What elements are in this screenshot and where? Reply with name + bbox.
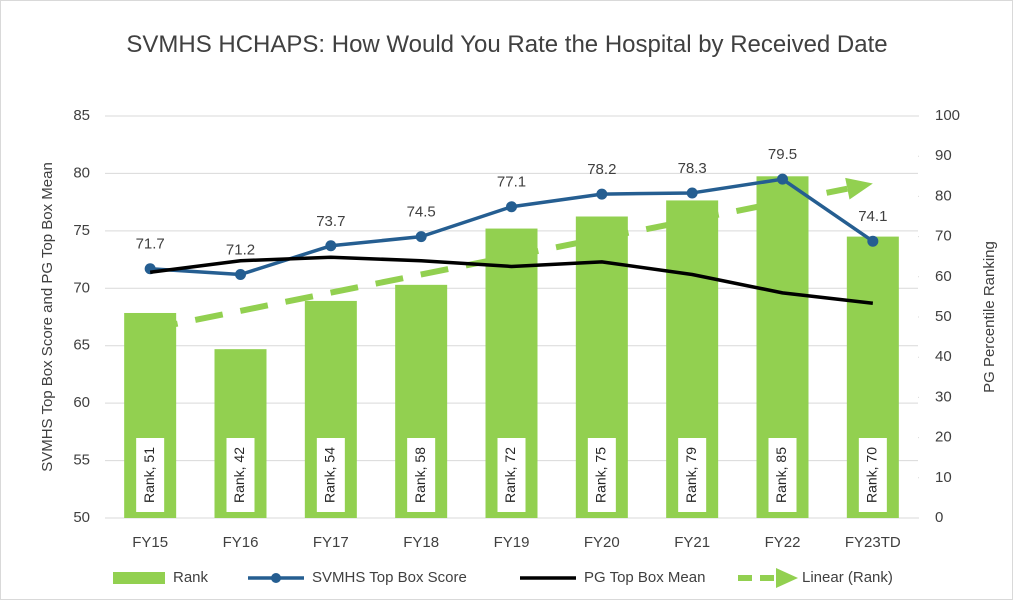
line-marker <box>235 269 246 281</box>
y2-tick-label: 60 <box>935 268 952 285</box>
y2-tick-label: 0 <box>935 509 943 526</box>
bar-label: Rank, 54 <box>322 447 338 503</box>
bar-label-bg <box>407 438 436 512</box>
y-tick-label: 85 <box>73 107 90 124</box>
x-tick-label: FY20 <box>584 534 620 551</box>
y2-tick-label: 10 <box>935 469 952 486</box>
bar-label-bg <box>858 438 887 512</box>
x-tick-label: FY22 <box>765 534 801 551</box>
y2-tick-label: 40 <box>935 348 952 365</box>
legend-label: Linear (Rank) <box>802 569 893 586</box>
data-label: 74.1 <box>858 208 887 225</box>
bar-label: Rank, 51 <box>141 447 157 503</box>
bar-label-bg <box>136 438 165 512</box>
bar-label: Rank, 58 <box>412 447 428 503</box>
chart-title: SVMHS HCHAPS: How Would You Rate the Hos… <box>126 31 888 58</box>
data-label: 71.2 <box>226 241 255 258</box>
legend-label: PG Top Box Mean <box>584 569 705 586</box>
bar-label: Rank, 72 <box>502 447 518 503</box>
y2-tick-label: 20 <box>935 429 952 446</box>
data-label: 73.7 <box>316 213 345 230</box>
data-label: 78.2 <box>587 161 616 178</box>
legend-swatch <box>113 572 165 584</box>
y2-tick-label: 50 <box>935 308 952 325</box>
bar-label-bg <box>497 438 526 512</box>
bar-label: Rank, 70 <box>864 447 880 503</box>
bar-label: Rank, 79 <box>683 447 699 503</box>
x-tick-label: FY17 <box>313 534 349 551</box>
line-marker <box>867 235 879 247</box>
data-label: 71.7 <box>136 236 165 253</box>
data-label: 79.5 <box>768 146 797 163</box>
y-tick-label: 50 <box>73 509 90 526</box>
y-axis-title: SVMHS Top Box Score and PG Top Box Mean <box>39 162 56 472</box>
line-marker <box>415 231 427 243</box>
y-tick-label: 55 <box>73 452 90 469</box>
x-tick-label: FY19 <box>494 534 530 551</box>
y-tick-label: 60 <box>73 394 90 411</box>
bar-label-bg <box>226 438 255 512</box>
legend-arrow <box>776 568 798 588</box>
x-tick-label: FY16 <box>223 534 259 551</box>
y-tick-label: 75 <box>73 222 90 239</box>
data-label: 78.3 <box>678 160 707 177</box>
line-marker <box>506 201 517 213</box>
y2-tick-label: 70 <box>935 228 952 245</box>
line <box>149 255 874 305</box>
x-tick-label: FY21 <box>674 534 710 551</box>
x-tick-label: FY15 <box>132 534 168 551</box>
legend-label: Rank <box>173 569 209 586</box>
line-marker <box>596 188 608 200</box>
trend-arrow <box>845 177 873 200</box>
bar-label-bg <box>678 438 707 512</box>
x-tick-label: FY18 <box>403 534 439 551</box>
line-marker <box>777 173 788 185</box>
y2-tick-label: 30 <box>935 388 952 405</box>
x-tick-label: FY23TD <box>845 534 901 551</box>
bar-label-bg <box>768 438 797 512</box>
line-marker <box>686 187 698 199</box>
bar-label: Rank, 85 <box>773 447 789 503</box>
data-label: 77.1 <box>497 174 526 191</box>
y-tick-label: 70 <box>73 279 90 296</box>
bar-label-bg <box>587 438 616 512</box>
bar-label: Rank, 42 <box>231 447 247 503</box>
legend-marker <box>271 573 281 583</box>
trend-line <box>149 185 848 333</box>
y-tick-label: 80 <box>73 164 90 181</box>
data-label: 74.5 <box>407 204 436 221</box>
line-marker <box>325 240 337 252</box>
y2-axis-title: PG Percentile Ranking <box>981 241 998 393</box>
y2-tick-label: 90 <box>935 147 952 164</box>
y2-tick-label: 80 <box>935 187 952 204</box>
y2-tick-label: 100 <box>935 107 960 124</box>
y-tick-label: 65 <box>73 337 90 354</box>
bar-label-bg <box>316 438 345 512</box>
legend-label: SVMHS Top Box Score <box>312 569 467 586</box>
bar-label: Rank, 75 <box>593 447 609 503</box>
